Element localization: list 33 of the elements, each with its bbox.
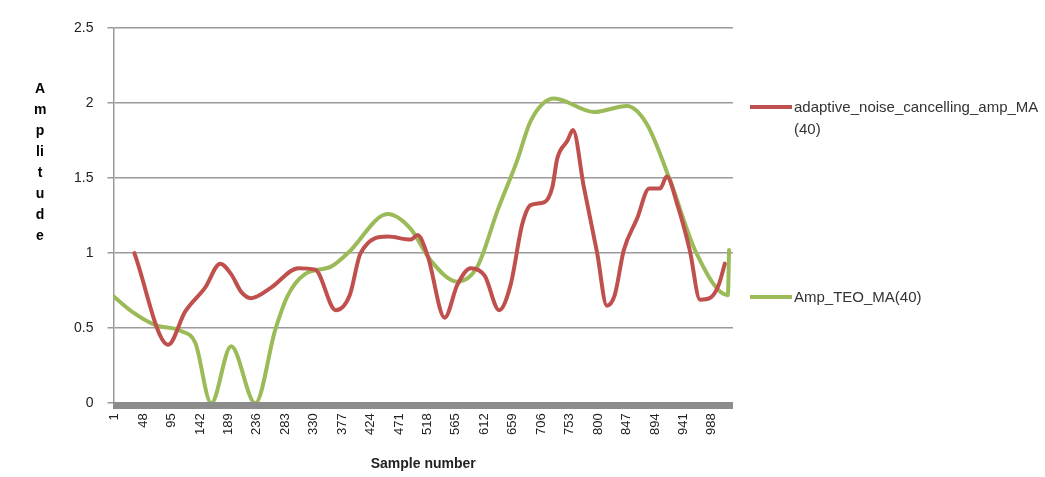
x-tick-label: 189	[220, 413, 236, 435]
x-tick-label: 330	[305, 413, 321, 435]
y-tick-label: 2	[85, 93, 94, 110]
x-tick-label: 95	[163, 413, 179, 428]
x-tick-label: 1	[106, 413, 122, 421]
x-tick-label: 142	[191, 413, 207, 435]
y-axis-title: Amplitude	[34, 79, 47, 245]
y-tick-label: 1.5	[73, 168, 94, 185]
y-tick-label: 1	[85, 243, 94, 260]
x-tick-label: 48	[134, 413, 150, 428]
x-tick-label: 612	[475, 413, 491, 435]
x-axis-title: Sample number	[370, 455, 477, 472]
x-tick-label: 565	[447, 413, 463, 435]
x-tick-label: 471	[390, 413, 406, 435]
x-tick-label: 894	[646, 413, 662, 435]
y-tick-label: 2.5	[73, 18, 94, 35]
x-tick-label: 659	[504, 413, 520, 435]
x-tick-label: 283	[276, 413, 292, 435]
x-tick-label: 236	[248, 413, 264, 435]
x-tick-label: 377	[333, 413, 349, 435]
legend-label: Amp_TEO_MA(40)	[794, 287, 923, 307]
x-tick-label: 941	[674, 413, 690, 435]
x-tick-label: 518	[419, 413, 435, 435]
x-tick-label: 753	[561, 413, 577, 435]
x-tick-label: 847	[618, 413, 634, 435]
x-tick-label: 424	[362, 413, 378, 435]
legend-label: adaptive_noise_cancelling_amp_MA(40)	[794, 97, 1039, 139]
line-series	[132, 128, 727, 347]
x-tick-label: 800	[589, 413, 605, 435]
y-tick-label: 0.5	[73, 319, 94, 336]
x-tick-label: 988	[703, 413, 719, 435]
y-tick-label: 0	[85, 394, 94, 411]
x-tick-label: 706	[532, 413, 548, 435]
